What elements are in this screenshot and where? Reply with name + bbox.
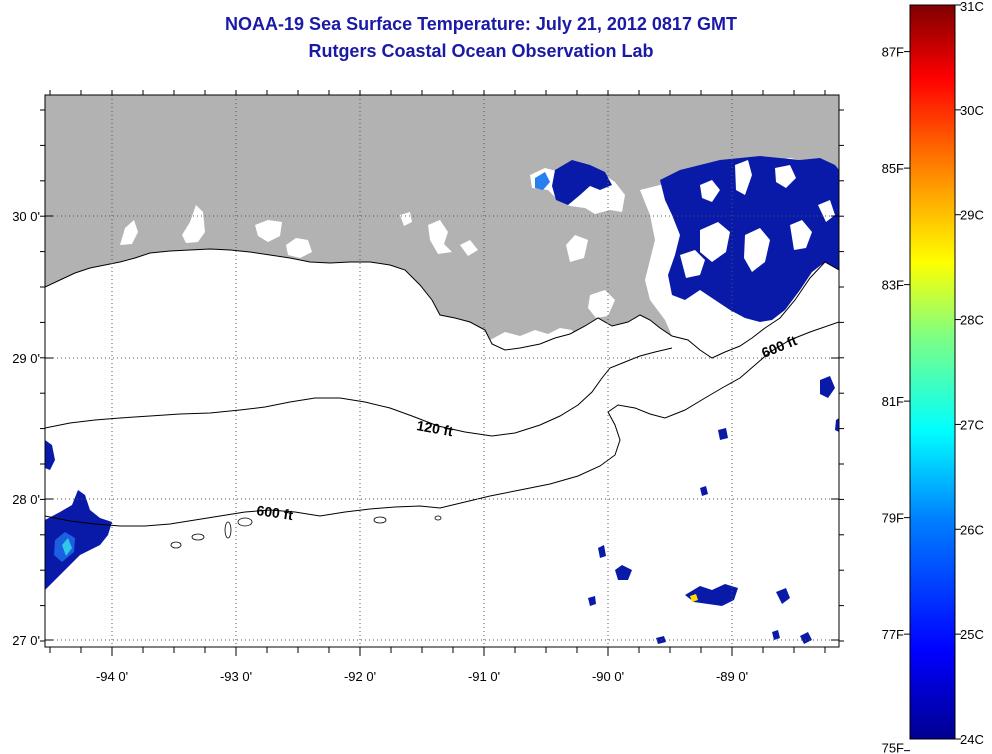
coastline xyxy=(45,248,839,359)
fahrenheit-label: 79F xyxy=(882,511,904,526)
contour-islands xyxy=(170,515,442,549)
fahrenheit-label: 83F xyxy=(882,278,904,293)
fahrenheit-label: 85F xyxy=(882,161,904,176)
celsius-label: 24C xyxy=(960,732,984,747)
fahrenheit-label: 75F xyxy=(882,741,904,754)
celsius-label: 25C xyxy=(960,627,984,642)
contour-label-120ft: 120 ft xyxy=(415,417,454,439)
celsius-label: 30C xyxy=(960,103,984,118)
latitude-tick-label: 28 0' xyxy=(12,492,40,507)
latitude-tick-label: 30 0' xyxy=(12,209,40,224)
fahrenheit-label: 87F xyxy=(882,45,904,60)
celsius-label: 29C xyxy=(960,208,984,223)
longitude-tick-label: -89 0' xyxy=(716,669,748,684)
latitude-tick-label: 27 0' xyxy=(12,633,40,648)
colorbar xyxy=(909,4,956,740)
celsius-label: 31C xyxy=(960,0,984,14)
latitude-tick-label: 29 0' xyxy=(12,351,40,366)
contour-120ft xyxy=(45,347,673,437)
map-border xyxy=(44,94,840,648)
longitude-tick-label: -93 0' xyxy=(220,669,252,684)
map-title: NOAA-19 Sea Surface Temperature: July 21… xyxy=(225,14,737,34)
contour-600ft-east xyxy=(754,321,839,366)
celsius-label: 26C xyxy=(960,522,984,537)
axis-ticks xyxy=(40,90,844,656)
longitude-tick-label: -94 0' xyxy=(96,669,128,684)
longitude-tick-label: -92 0' xyxy=(344,669,376,684)
fahrenheit-label: 77F xyxy=(882,627,904,642)
map-subtitle: Rutgers Coastal Ocean Observation Lab xyxy=(308,41,654,61)
longitude-labels: -94 0' -93 0' -92 0' -91 0' -90 0' -89 0' xyxy=(96,669,748,684)
latitude-labels: 30 0' 29 0' 28 0' 27 0' xyxy=(12,209,40,648)
longitude-tick-label: -90 0' xyxy=(592,669,624,684)
fahrenheit-label: 81F xyxy=(882,394,904,409)
celsius-label: 28C xyxy=(960,313,984,328)
celsius-label: 27C xyxy=(960,417,984,432)
longitude-tick-label: -91 0' xyxy=(468,669,500,684)
sst-data-patches xyxy=(45,156,839,644)
colorbar-ticks: 31C 30C 29C 28C 27C 26C 25C 24C 87F 85F 83F 81F 79F 7… xyxy=(882,0,984,754)
contour-label-600ft-west: 600 ft xyxy=(256,502,295,523)
graticule xyxy=(45,95,839,647)
